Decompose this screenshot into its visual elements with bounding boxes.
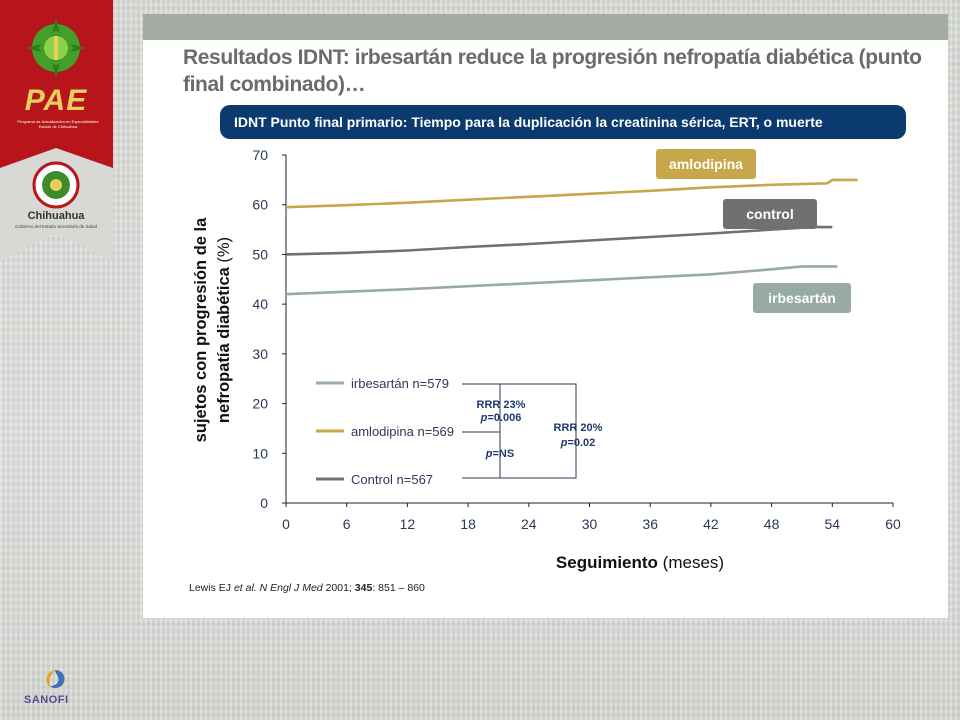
series-line-irbesartán bbox=[285, 265, 838, 296]
y-axis-label-main: sujetos con progresión de la bbox=[192, 217, 210, 442]
state-seal-icon bbox=[32, 161, 80, 209]
slide-title: Resultados IDNT: irbesartán reduce la pr… bbox=[183, 46, 922, 96]
annotation-p-002-value: =0.02 bbox=[567, 437, 595, 449]
annotation-p-ns-p: p bbox=[485, 448, 493, 460]
y-axis-label-sub-text: nefropatía diabética bbox=[215, 266, 233, 423]
x-axis-label: Seguimiento (meses) bbox=[556, 553, 724, 572]
pae-logo-subtext: Programa de Actualización en Especialida… bbox=[17, 119, 99, 129]
annotation-p-0006: p=0.006 bbox=[480, 412, 522, 424]
series-tag-label-amlodipina: amlodipina bbox=[669, 156, 743, 172]
annotation-p-002: p=0.02 bbox=[560, 437, 596, 449]
y-axis-label-sub: nefropatía diabética (%) bbox=[215, 237, 233, 423]
state-logo-text: Chihuahua bbox=[27, 210, 85, 222]
annotation-p-0006-value: =0.006 bbox=[487, 412, 521, 424]
y-tick-label: 40 bbox=[252, 296, 268, 312]
x-tick-label: 24 bbox=[521, 516, 537, 532]
annotation-p-ns-value: =NS bbox=[493, 448, 515, 460]
series-tag-control bbox=[723, 199, 817, 229]
pae-logo-text: PAE bbox=[24, 84, 88, 117]
y-tick-label: 0 bbox=[260, 495, 268, 511]
annotation-rrr-20: RRR 20% bbox=[554, 422, 603, 434]
y-tick-label: 60 bbox=[252, 197, 268, 213]
x-tick-label: 60 bbox=[885, 516, 901, 532]
citation-etal: et al. bbox=[233, 582, 257, 594]
series-tag-label-control: control bbox=[746, 206, 793, 222]
citation-year: 2001; bbox=[322, 582, 355, 594]
x-tick-label: 42 bbox=[703, 516, 719, 532]
y-tick-label: 50 bbox=[252, 246, 268, 262]
annotation-rrr-23: RRR 23% bbox=[477, 399, 526, 411]
citation-journal: N Engl J Med bbox=[256, 582, 323, 594]
series-tag-label-irbesartán: irbesartán bbox=[768, 290, 836, 306]
x-axis-label-main: Seguimiento bbox=[556, 553, 658, 572]
state-logo-subtext: Gobierno del Estado Secretaría de Salud bbox=[14, 224, 98, 229]
x-tick-label: 18 bbox=[460, 516, 476, 532]
legend-label-irbesartán: irbesartán n=579 bbox=[351, 376, 449, 391]
annotation-p-ns: p=NS bbox=[485, 448, 514, 460]
y-tick-label: 20 bbox=[252, 396, 268, 412]
annotation-p-002-p: p bbox=[560, 437, 568, 449]
y-axis-label-unit: (%) bbox=[215, 237, 233, 267]
x-tick-label: 12 bbox=[400, 516, 416, 532]
x-tick-label: 36 bbox=[642, 516, 658, 532]
y-tick-label: 70 bbox=[252, 147, 268, 163]
y-tick-label: 30 bbox=[252, 346, 268, 362]
x-tick-label: 6 bbox=[343, 516, 351, 532]
series-line-amlodipina bbox=[285, 178, 858, 209]
x-tick-label: 54 bbox=[825, 516, 841, 532]
sun-emblem-icon bbox=[26, 18, 86, 78]
legend-label-control: Control n=567 bbox=[351, 472, 433, 487]
slide-top-bar bbox=[143, 14, 948, 40]
x-tick-label: 0 bbox=[282, 516, 290, 532]
annotation-p-0006-p: p bbox=[480, 412, 488, 424]
bracket-outer bbox=[500, 383, 577, 479]
sanofi-logo-icon bbox=[46, 670, 65, 689]
citation-volume: 345 bbox=[354, 582, 373, 594]
x-tick-label: 48 bbox=[764, 516, 780, 532]
sponsor-text: SANOFI bbox=[24, 694, 69, 706]
y-tick-label: 10 bbox=[252, 445, 268, 461]
x-tick-label: 30 bbox=[582, 516, 598, 532]
citation-authors: Lewis EJ bbox=[189, 582, 234, 594]
citation-pages: : 851 – 860 bbox=[372, 582, 425, 594]
x-axis-label-unit: (meses) bbox=[658, 553, 724, 572]
series-tag-irbesartán bbox=[753, 283, 851, 313]
legend-label-amlodipina: amlodipina n=569 bbox=[351, 424, 454, 439]
citation: Lewis EJ et al. N Engl J Med 2001; 345: … bbox=[189, 582, 425, 594]
series-line-control bbox=[285, 225, 833, 256]
endpoint-banner: IDNT Punto final primario: Tiempo para l… bbox=[220, 105, 906, 139]
logo-ribbon bbox=[0, 0, 113, 262]
slide-panel: Resultados IDNT: irbesartán reduce la pr… bbox=[143, 14, 948, 618]
series-tag-amlodipina bbox=[656, 149, 756, 179]
